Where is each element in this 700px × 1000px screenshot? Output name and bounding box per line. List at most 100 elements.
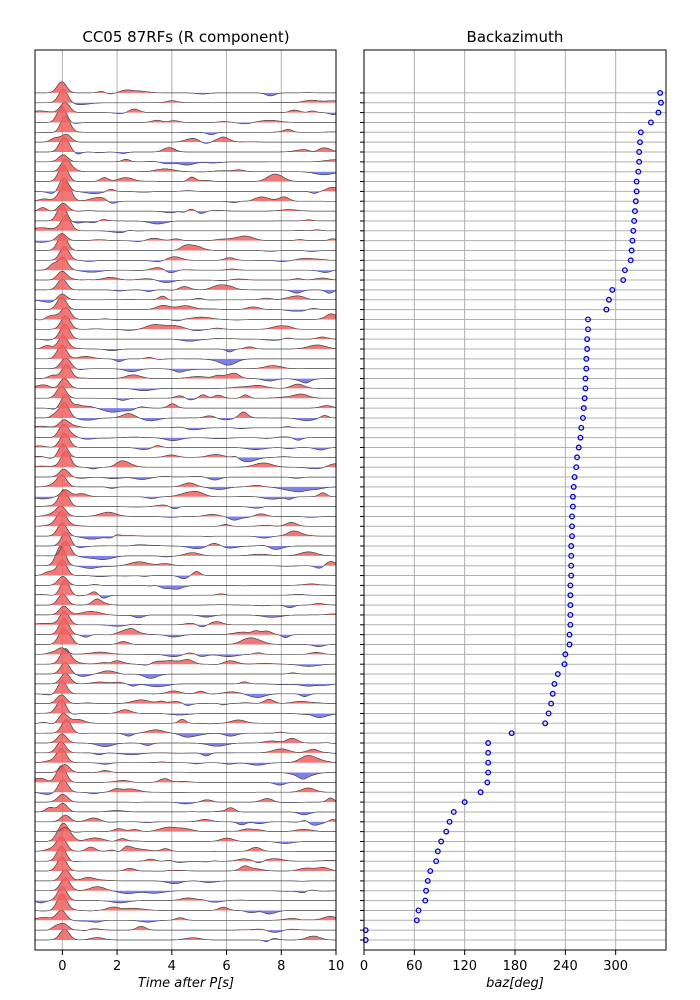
trace-line [35, 856, 337, 872]
trace-positive-fill [35, 803, 336, 812]
left-chart-title: CC05 87RFs (R component) [82, 28, 289, 46]
trace-positive-fill [35, 794, 336, 803]
trace-positive-fill [35, 836, 336, 852]
baz-point [433, 858, 440, 865]
trace-line [35, 474, 336, 493]
trace-positive-fill [35, 713, 336, 724]
trace-negative-fill [35, 890, 336, 894]
baz-point [571, 474, 578, 480]
trace-negative-fill [35, 506, 336, 509]
baz-point [584, 336, 591, 343]
baz-point [422, 897, 429, 904]
trace-line [34, 489, 336, 510]
trace-line [35, 922, 336, 933]
baz-point [637, 129, 644, 136]
baz-point [434, 848, 441, 855]
trace-positive-fill [35, 136, 336, 152]
trace-positive-fill [35, 929, 336, 940]
trace-line [35, 89, 337, 105]
trace-positive-fill [35, 846, 336, 862]
left-x-tick-label: 2 [113, 959, 121, 974]
trace-negative-fill [35, 812, 336, 815]
trace-positive-fill [35, 694, 336, 704]
trace-negative-fill [35, 575, 336, 579]
trace-line [35, 510, 336, 527]
trace-negative-fill [35, 457, 336, 462]
baz-point [582, 375, 589, 382]
trace-line [34, 293, 336, 303]
baz-point [583, 365, 590, 372]
trace-line [35, 246, 336, 262]
trace-line [35, 540, 336, 560]
trace-line [35, 733, 336, 748]
baz-point [578, 424, 585, 431]
trace-line [35, 423, 336, 441]
trace-positive-fill [35, 154, 336, 162]
trace-line [35, 364, 336, 384]
baz-point [477, 789, 484, 796]
baz-point [621, 267, 628, 274]
baz-point [561, 661, 568, 668]
trace-positive-fill [35, 680, 336, 694]
trace-negative-fill [35, 447, 336, 450]
trace-line [35, 713, 336, 725]
trace-negative-fill [35, 693, 336, 698]
trace-negative-fill [35, 221, 336, 224]
trace-line [35, 164, 336, 182]
trace-positive-fill [35, 618, 336, 635]
trace-negative-fill [35, 467, 336, 469]
trace-line [35, 522, 336, 540]
trace-positive-fill [35, 443, 336, 458]
trace-positive-fill [35, 294, 336, 300]
trace-line [35, 680, 336, 698]
trace-positive-fill [35, 469, 336, 478]
trace-negative-fill [35, 280, 336, 283]
trace-negative-fill [35, 743, 336, 747]
trace-positive-fill [35, 233, 336, 241]
trace-line [35, 814, 337, 826]
trace-negative-fill [35, 900, 336, 903]
trace-line [35, 877, 337, 894]
right-x-tick-label: 0 [360, 959, 368, 974]
trace-line [34, 214, 336, 234]
trace-positive-fill [35, 580, 336, 596]
trace-positive-fill [35, 297, 336, 310]
trace-positive-fill [35, 102, 336, 113]
trace-positive-fill [35, 506, 336, 517]
baz-point [485, 740, 492, 746]
right-x-tick-label: 180 [503, 959, 528, 974]
trace-positive-fill [35, 204, 336, 221]
baz-point [485, 769, 492, 776]
trace-negative-fill [35, 713, 336, 718]
trace-line [34, 747, 337, 766]
left-x-tick-label: 10 [328, 959, 345, 974]
trace-line [34, 443, 336, 463]
baz-point [658, 99, 664, 106]
trace-negative-fill [35, 654, 336, 657]
baz-point [580, 405, 587, 412]
baz-point [568, 562, 575, 569]
baz-point [545, 710, 552, 717]
trace-positive-fill [35, 748, 336, 763]
trace-line [35, 845, 337, 864]
trace-positive-fill [35, 857, 336, 871]
baz-point [569, 533, 575, 540]
trace-line [35, 662, 336, 679]
baz-point [446, 818, 453, 825]
baz-point [575, 444, 582, 451]
baz-point [657, 89, 664, 96]
trace-negative-fill [35, 733, 336, 738]
baz-point [423, 887, 430, 894]
baz-point [461, 799, 468, 806]
trace-negative-fill [35, 230, 336, 233]
baz-point [633, 188, 640, 195]
baz-point [567, 621, 574, 628]
trace-negative-fill [35, 201, 336, 204]
trace-negative-fill [35, 821, 336, 826]
trace-line [35, 647, 336, 657]
trace-line [34, 378, 336, 392]
trace-positive-fill [35, 741, 336, 753]
baz-point [628, 247, 635, 254]
right-x-tick-label: 300 [603, 959, 628, 974]
trace-positive-fill [35, 89, 336, 103]
